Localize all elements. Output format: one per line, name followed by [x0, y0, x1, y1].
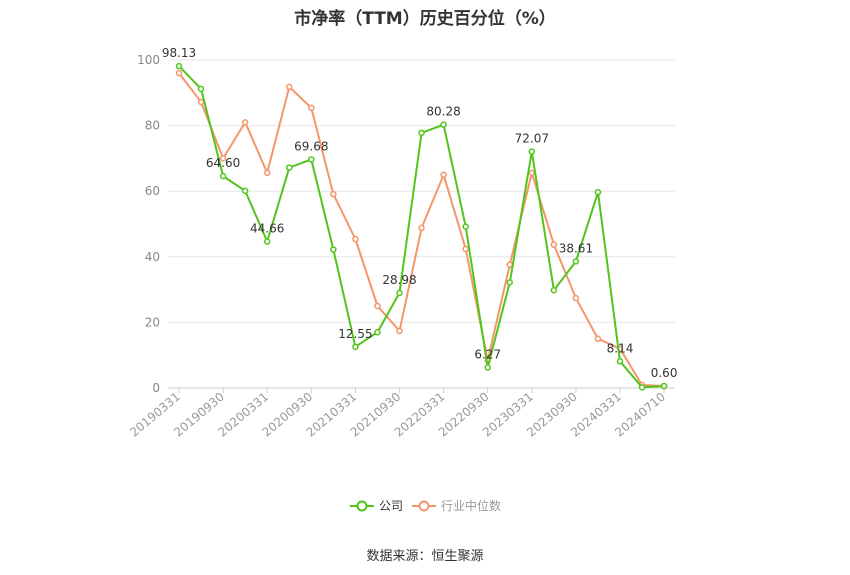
- series-group: [175, 62, 668, 391]
- y-tick-label: 100: [137, 53, 160, 67]
- data-label: 6.27: [474, 347, 501, 361]
- data-label: 38.61: [559, 241, 593, 255]
- y-tick-label: 0: [152, 381, 160, 395]
- data-point: [263, 169, 271, 177]
- data-label: 80.28: [426, 105, 460, 119]
- data-point: [594, 335, 602, 343]
- data-labels: 98.13 64.60 44.66 69.68 12.55 28.98 80.28 6.27 7…: [162, 46, 678, 380]
- data-point: [572, 258, 580, 265]
- y-tick-label: 80: [145, 119, 160, 133]
- legend: 公司 行业中位数: [350, 498, 501, 513]
- data-point: [175, 69, 183, 77]
- y-tick-label: 20: [145, 315, 160, 329]
- data-label: 8.14: [607, 341, 634, 355]
- data-point: [660, 382, 668, 390]
- data-point: [175, 62, 183, 70]
- legend-marker-icon: [418, 500, 430, 512]
- data-point: [550, 287, 558, 294]
- data-point: [550, 241, 558, 248]
- data-point: [286, 164, 293, 171]
- data-label: 0.60: [651, 366, 678, 380]
- legend-item-industry[interactable]: 行业中位数: [412, 498, 501, 513]
- legend-label: 行业中位数: [441, 498, 501, 513]
- data-point: [396, 289, 403, 297]
- data-point: [197, 85, 205, 93]
- data-point: [308, 156, 315, 163]
- data-point: [440, 121, 447, 128]
- data-point: [462, 245, 469, 253]
- data-point: [616, 358, 624, 365]
- data-label: 98.13: [162, 46, 196, 60]
- data-point: [308, 104, 315, 112]
- data-point: [396, 327, 403, 335]
- legend-item-company[interactable]: 公司: [350, 499, 403, 513]
- legend-marker-icon: [356, 500, 368, 512]
- x-axis-ticks: 2019033120190930202003312020093020210331…: [127, 388, 668, 440]
- data-point: [528, 148, 536, 155]
- data-label: 69.68: [294, 139, 328, 153]
- data-point: [219, 172, 227, 180]
- grid-lines: [168, 59, 675, 323]
- data-point: [219, 155, 227, 162]
- data-label: 12.55: [338, 327, 372, 341]
- data-point: [594, 188, 602, 196]
- data-point: [241, 119, 249, 126]
- data-point: [330, 246, 337, 253]
- data-point: [352, 343, 359, 351]
- data-label: 28.98: [382, 273, 416, 287]
- data-point: [418, 224, 425, 232]
- data-point: [440, 171, 447, 179]
- data-point: [374, 328, 381, 336]
- data-label: 44.66: [250, 222, 284, 236]
- data-point: [418, 129, 425, 137]
- data-point: [638, 384, 646, 391]
- chart-title: 市净率（TTM）历史百分位（%）: [294, 9, 556, 29]
- data-point: [352, 235, 359, 243]
- y-tick-label: 40: [145, 250, 160, 264]
- data-point: [374, 302, 381, 310]
- data-point: [197, 98, 205, 106]
- data-point: [286, 83, 293, 91]
- data-point: [241, 187, 249, 195]
- data-point: [528, 169, 536, 177]
- data-point: [462, 223, 469, 230]
- data-point: [506, 279, 513, 286]
- y-tick-label: 60: [145, 184, 160, 198]
- data-point: [484, 364, 491, 371]
- data-point: [572, 294, 580, 302]
- source-note: 数据来源：恒生聚源: [366, 549, 484, 564]
- data-label: 72.07: [515, 132, 549, 146]
- y-axis-ticks: 0 20 40 60 80 100: [137, 53, 160, 395]
- data-point: [330, 190, 337, 198]
- data-label: 64.60: [206, 156, 240, 170]
- legend-label: 公司: [379, 499, 403, 513]
- data-point: [263, 238, 271, 245]
